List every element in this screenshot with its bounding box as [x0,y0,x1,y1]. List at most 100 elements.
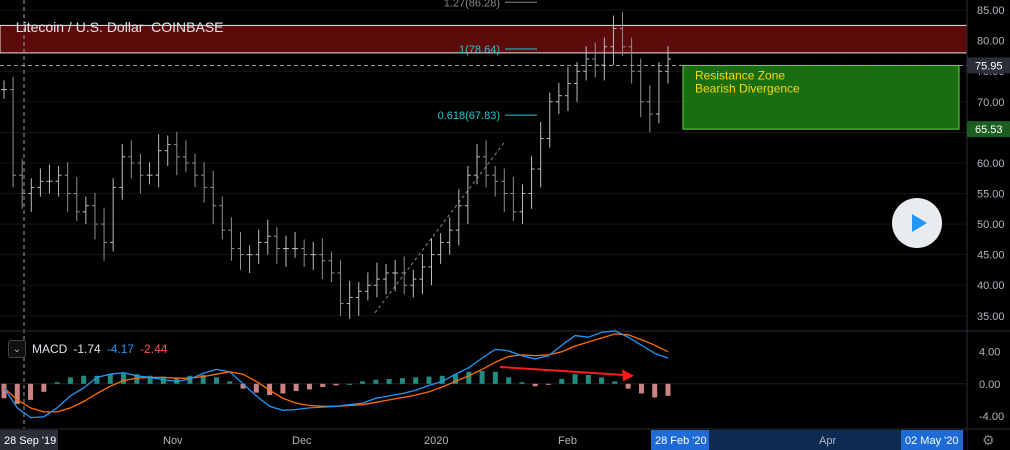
histogram-bar [14,383,20,404]
fibonacci-levels: 1.27(86.28) 1(78.64) 0.618(67.83) [438,0,537,122]
histogram-bar [625,383,631,389]
histogram-bar [638,383,644,394]
time-tick-label: Dec [292,435,312,447]
zone-label-divergence: Bearish Divergence [695,81,800,95]
time-tick-label: Feb [558,435,577,447]
time-tick-label: 02 May '20 [905,435,958,447]
histogram-bar [519,382,525,384]
histogram-bar [572,374,578,384]
histogram-bar [41,383,47,392]
histogram-bar [492,371,498,384]
price-tick-label: 55.00 [977,189,1005,201]
histogram-bar [333,383,339,386]
macd-tick-label: -4.00 [979,411,1004,423]
trend-line[interactable] [374,141,506,314]
histogram-bar [545,383,551,385]
time-axis-badge [651,430,709,450]
histogram-bar [67,377,73,384]
time-tick-label: 2020 [424,435,448,447]
histogram-bar [532,383,538,387]
zone-low-price-badge-label: 65.53 [975,124,1003,136]
symbol-title[interactable]: Litecoin / U.S. Dollar COINBASE [8,3,224,35]
fib-level-label: 1.27(86.28) [444,0,500,9]
histogram-bar [174,377,180,384]
zone-low-price-badge [967,121,1010,138]
histogram-bar [665,383,671,396]
play-icon [911,214,927,232]
divergence-arrowhead [622,369,634,382]
macd-value: -1.74 [73,342,101,356]
histogram-bar [121,373,127,384]
price-tick-label: 70.00 [977,97,1005,109]
macd-legend: ⌄ MACD -1.74 -4.17 -2.44 [8,340,167,358]
histogram-bar [413,377,419,384]
current-price-badge-label: 75.95 [975,60,1003,72]
time-axis-badge [901,430,963,450]
collapse-chevron-icon[interactable]: ⌄ [8,340,26,358]
resistance-zone-box[interactable] [682,64,960,130]
histogram-bar [439,375,445,384]
histogram-bar [240,383,246,389]
time-tick-label: Nov [163,435,183,447]
play-button[interactable] [892,198,942,248]
histogram-bar [479,370,485,384]
histogram-bar [612,381,618,384]
histogram-bar [253,383,259,393]
macd-axis: 4.00 0.00 -4.00 [979,347,1004,423]
symbol-name: Litecoin / U.S. Dollar [15,19,144,35]
histogram-bar [213,377,219,384]
histogram-bar [293,383,299,392]
histogram-bar [81,375,87,384]
histogram-bar [107,374,113,384]
histogram-bar [200,374,206,384]
zone-label-resistance: Resistance Zone [695,68,785,82]
macd-pane: 4.00 0.00 -4.00 [0,330,1004,423]
time-axis-badge [0,430,58,450]
histogram-bar [360,381,366,384]
time-tick-label: 28 Sep '19 [4,435,56,447]
histogram-bar [320,383,326,388]
histogram-bar [1,383,7,399]
histogram-bar [373,379,379,384]
current-price-badge [967,57,1010,74]
histogram-bar [466,371,472,384]
histogram-bar [346,383,352,385]
price-bars [1,11,671,319]
time-tick-label: 28 Feb '20 [655,435,707,447]
macd-tick-label: 0.00 [979,379,1000,391]
macd-tick-label: 4.00 [979,347,1000,359]
histogram-bar [280,383,286,394]
histogram-bar [506,377,512,384]
fib-level-label: 0.618(67.83) [438,110,500,122]
histogram-bar [147,375,153,384]
macd-label: MACD [32,342,68,356]
histogram-bar [585,374,591,384]
histogram-bar [652,383,658,398]
histogram-bar [54,382,60,384]
histogram-bar [426,376,432,384]
histogram-bar [559,378,565,384]
price-tick-label: 85.00 [977,5,1005,17]
histogram-bar [386,378,392,384]
price-tick-label: 35.00 [977,311,1005,323]
price-tick-label: 40.00 [977,280,1005,292]
histogram-bar [399,378,405,384]
histogram-bar [306,383,312,390]
signal-value: -4.17 [106,342,135,356]
histogram-bar [227,381,233,384]
histogram-bar [134,374,140,384]
histogram-bar [453,374,459,384]
price-tick-label: 80.00 [977,36,1005,48]
histogram-value: -2.44 [140,342,168,356]
price-tick-label: 45.00 [977,250,1005,262]
time-range-band [709,430,901,450]
price-tick-label: 60.00 [977,158,1005,170]
exchange-name: COINBASE [151,19,224,35]
divergence-arrow[interactable] [499,365,625,376]
histogram-bar [187,375,193,384]
resistance-zone-band [0,24,968,54]
fib-level-label: 1(78.64) [459,44,500,56]
price-badges: 75.95 65.53 [967,57,1010,138]
settings-gear-icon[interactable]: ⚙ [982,432,995,448]
